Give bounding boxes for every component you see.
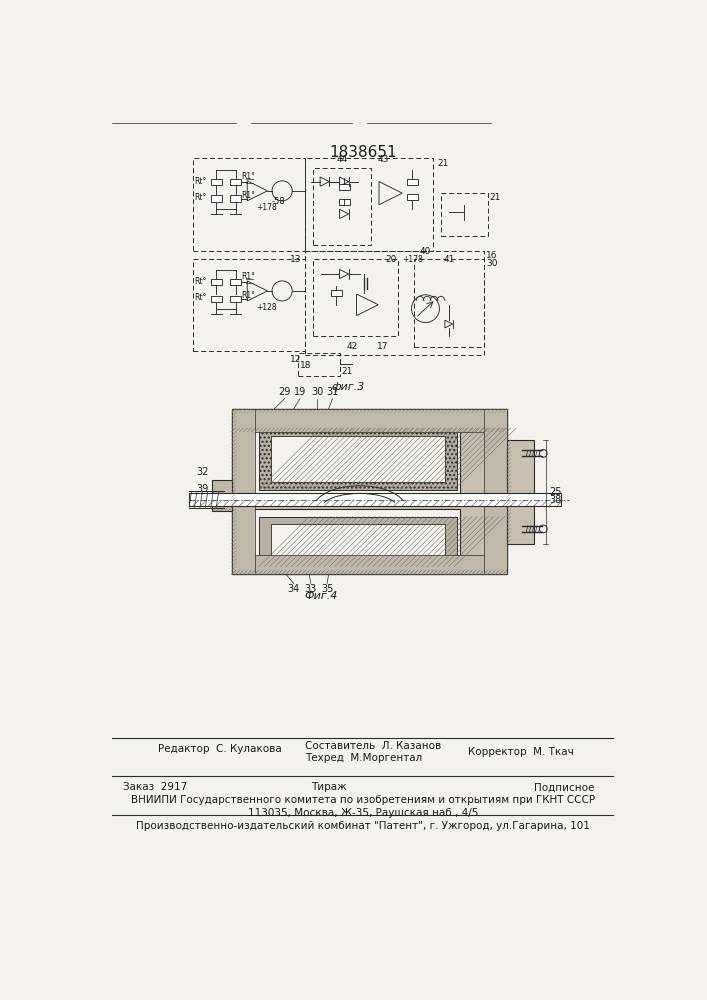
Text: 33: 33 [305,584,317,594]
Text: Rt°: Rt° [194,277,207,286]
Bar [259,517,457,567]
Text: 34: 34 [288,584,300,594]
Text: 25: 25 [549,487,562,497]
Bar [211,296,222,302]
Text: фиг.3: фиг.3 [332,382,365,392]
Text: +128: +128 [257,303,277,312]
Text: 16: 16 [486,251,498,260]
Bar [414,259,484,347]
Bar [305,251,484,355]
Text: ВНИИПИ Государственного комитета по изобретениям и открытиям при ГКНТ СССР: ВНИИПИ Государственного комитета по изоб… [131,795,595,805]
Text: 32: 32 [196,467,209,477]
Bar [507,440,534,544]
Text: 30: 30 [486,259,498,268]
Text: 21: 21 [490,193,501,202]
Text: Тираж: Тираж [311,782,346,792]
Bar [259,428,457,490]
Text: 18: 18 [300,361,311,370]
Bar [211,195,222,202]
Bar [193,259,305,351]
Bar [211,279,222,285]
Bar [230,279,241,285]
Text: -58: -58 [271,197,285,206]
Text: Фиг.4: Фиг.4 [304,591,337,601]
Text: R1°: R1° [241,291,255,300]
Bar [193,158,305,251]
Text: +178: +178 [256,203,277,212]
Text: Rt°: Rt° [194,177,207,186]
Text: Заказ  2917: Заказ 2917 [123,782,187,792]
Text: 35: 35 [321,584,333,594]
Bar [230,179,241,185]
Bar [441,193,488,235]
Bar [212,480,232,511]
Bar [189,493,561,506]
Text: 31: 31 [327,387,339,397]
Text: 41: 41 [443,255,455,264]
Text: 13: 13 [290,255,301,264]
Text: Корректор  М. Ткач: Корректор М. Ткач [468,747,574,757]
Text: 39: 39 [197,484,209,494]
Text: 12: 12 [290,355,301,364]
Bar [331,290,341,296]
Text: 29: 29 [279,387,291,397]
Text: 38: 38 [549,495,562,505]
Text: 21: 21 [437,158,448,167]
Bar [313,168,371,245]
Bar [251,509,460,570]
Bar [232,555,507,574]
Bar [305,158,433,251]
Text: 30: 30 [311,387,323,397]
Text: R1°: R1° [241,172,255,181]
Text: 42: 42 [346,342,358,351]
Text: R1°: R1° [241,191,255,200]
Bar [484,409,507,574]
Bar [298,353,340,376]
Bar [313,259,398,336]
Text: Rt°: Rt° [194,293,207,302]
Bar [232,409,507,574]
Bar [251,420,460,497]
Text: Производственно-издательский комбинат "Патент", г. Ужгород, ул.Гагарина, 101: Производственно-издательский комбинат "П… [136,821,590,831]
Text: Rt°: Rt° [194,192,207,202]
Text: Техред  М.Моргентал: Техред М.Моргентал [305,753,423,763]
Bar [230,296,241,302]
Text: 1838651: 1838651 [329,145,397,160]
Bar [230,195,241,202]
Bar [271,436,445,482]
Bar [232,409,255,574]
Bar [232,409,507,432]
Text: 20: 20 [385,255,397,264]
Text: R1°: R1° [241,272,255,281]
Text: Редактор  С. Кулакова: Редактор С. Кулакова [158,744,282,754]
Bar [211,179,222,185]
Text: 44: 44 [337,155,348,164]
Text: 19: 19 [294,387,306,397]
Text: 43: 43 [378,155,389,164]
Text: Составитель  Л. Казанов: Составитель Л. Казанов [305,741,442,751]
Bar [339,199,349,205]
Text: Подписное: Подписное [534,782,595,792]
Bar [339,184,349,190]
Bar [407,194,418,200]
Text: 113035, Москва, Ж-35, Раушская наб., 4/5: 113035, Москва, Ж-35, Раушская наб., 4/5 [247,808,478,818]
Bar [407,179,418,185]
Text: +178: +178 [402,255,423,264]
Bar [271,524,445,559]
Text: 40: 40 [420,247,431,256]
Text: 21: 21 [341,367,354,376]
Text: 17: 17 [377,342,389,351]
